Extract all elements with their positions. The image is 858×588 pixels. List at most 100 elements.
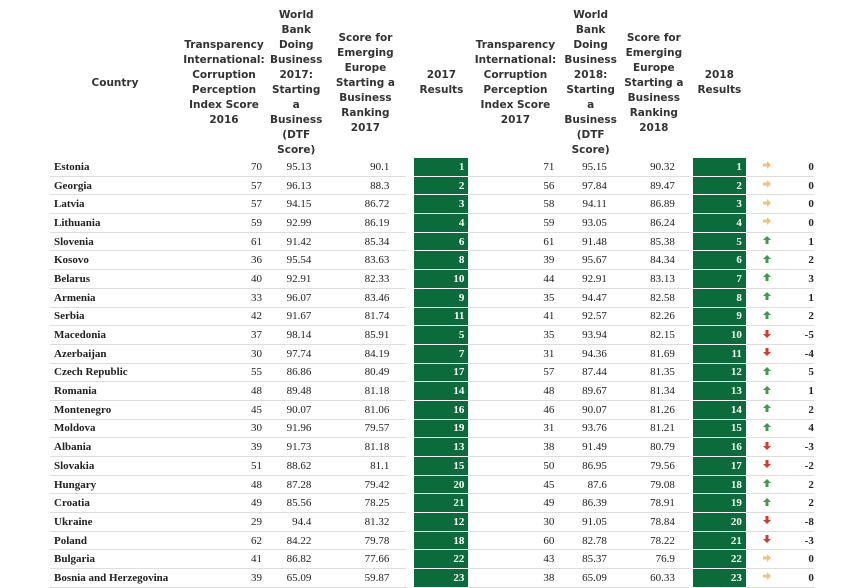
- arrow-icon: [763, 441, 772, 450]
- change-value: 2: [788, 250, 814, 271]
- value-cell: 81.26: [618, 400, 689, 420]
- value-cell: 81.69: [618, 344, 689, 364]
- value-cell: 89.67: [562, 381, 619, 401]
- value-cell: 81.74: [324, 307, 407, 327]
- value-cell: 91.48: [562, 232, 619, 252]
- value-cell: 85.37: [562, 549, 619, 570]
- country-name: Hungary: [50, 475, 180, 495]
- value-cell: 91.49: [562, 437, 619, 457]
- value-cell: 43: [468, 549, 563, 570]
- column-header: Transparency International: Corruption P…: [183, 39, 265, 126]
- change-value: -8: [788, 512, 814, 532]
- arrow-icon: [763, 236, 772, 245]
- spacer: [406, 288, 414, 307]
- value-cell: 86.86: [268, 363, 325, 383]
- value-cell: 80.79: [618, 437, 689, 457]
- country-name: Serbia: [50, 307, 180, 327]
- column-header: Transparency International: Corruption P…: [474, 39, 557, 126]
- rank-result: 17: [692, 456, 746, 476]
- spacer: [406, 251, 414, 270]
- change-arrow: [745, 437, 789, 457]
- country-name: Montenegro: [50, 400, 180, 420]
- country-name: Armenia: [50, 288, 180, 308]
- table-row: Moldova 30 91.96 79.57 19 31 93.76 81.21 15 4: [50, 419, 814, 439]
- column-header: 2017 Results: [419, 69, 464, 96]
- rank-result: 15: [692, 419, 746, 439]
- table-row: Belarus 40 92.91 82.33 10 44 92.91 83.13 7 3: [50, 269, 814, 289]
- spacer: [406, 475, 414, 494]
- change-value: 0: [788, 213, 814, 233]
- spacer: [406, 382, 414, 401]
- arrow-icon: [763, 497, 772, 506]
- rank-result: 13: [414, 437, 469, 457]
- arrow-shape: [763, 217, 772, 226]
- value-cell: 83.46: [324, 288, 407, 308]
- table-row: Macedonia 37 98.14 85.91 5 35 93.94 82.15 10 -5: [50, 325, 814, 345]
- value-cell: 89.48: [268, 381, 325, 401]
- table-row: Poland 62 84.22 79.78 18 60 82.78 78.22 21 -3: [50, 531, 814, 551]
- value-cell: 81.1: [324, 456, 407, 476]
- value-cell: 88.62: [268, 456, 325, 476]
- arrow-icon: [763, 385, 772, 394]
- table-row: Romania 48 89.48 81.18 14 48 89.67 81.34 13 1: [50, 381, 814, 401]
- arrow-icon: [763, 254, 772, 263]
- value-cell: 79.57: [324, 419, 407, 439]
- change-arrow: [745, 549, 789, 570]
- value-cell: 86.19: [324, 213, 407, 233]
- change-value: 2: [788, 493, 814, 514]
- value-cell: 90.1: [324, 158, 407, 177]
- value-cell: 93.76: [562, 419, 619, 439]
- country-name: Ukraine: [50, 512, 180, 532]
- value-cell: 57: [180, 176, 268, 196]
- rank-result: 19: [414, 419, 469, 439]
- value-cell: 85.91: [324, 325, 407, 345]
- change-value: 2: [788, 307, 814, 327]
- value-cell: 77.66: [324, 549, 407, 570]
- value-cell: 79.42: [324, 475, 407, 495]
- rank-result: 14: [414, 381, 469, 401]
- spacer: [406, 214, 414, 233]
- change-arrow: [745, 232, 789, 252]
- value-cell: 33: [180, 288, 268, 308]
- value-cell: 91.67: [268, 307, 325, 327]
- rank-result: 21: [414, 493, 469, 514]
- value-cell: 86.24: [618, 213, 689, 233]
- table-row: Czech Republic 55 86.86 80.49 17 57 87.44 81.35…: [50, 363, 814, 383]
- change-value: -4: [788, 344, 814, 364]
- column-header: World Bank Doing Business 2018: Starting…: [564, 9, 617, 156]
- results-table: Country Transparency International: Corru…: [50, 8, 814, 588]
- value-cell: 79.56: [618, 456, 689, 476]
- table-row: Lithuania 59 92.99 86.19 4 59 93.05 86.24 4 0: [50, 213, 814, 233]
- country-name: Kosovo: [50, 250, 180, 271]
- rank-result: 8: [692, 288, 746, 308]
- value-cell: 70: [180, 158, 268, 177]
- column-header: Country: [91, 76, 139, 89]
- value-cell: 82.58: [618, 288, 689, 308]
- value-cell: 82.15: [618, 325, 689, 345]
- change-arrow: [745, 512, 789, 532]
- rank-result: 1: [414, 158, 469, 177]
- value-cell: 94.15: [268, 194, 325, 215]
- table-row: Slovenia 61 91.42 85.34 6 61 91.48 85.38 5 1: [50, 232, 814, 252]
- value-cell: 79.78: [324, 531, 407, 551]
- header-spacer: [406, 8, 414, 158]
- spacer: [406, 550, 414, 569]
- value-cell: 80.49: [324, 363, 407, 383]
- change-value: -3: [788, 437, 814, 457]
- country-name: Latvia: [50, 194, 180, 215]
- value-cell: 94.36: [562, 344, 619, 364]
- value-cell: 93.05: [562, 213, 619, 233]
- arrow-icon: [763, 180, 772, 189]
- change-arrow: [745, 456, 789, 476]
- value-cell: 84.34: [618, 250, 689, 271]
- value-cell: 46: [468, 400, 563, 420]
- value-cell: 95.54: [268, 250, 325, 271]
- arrow-icon: [763, 198, 772, 207]
- change-arrow: [745, 213, 789, 233]
- table-row: Montenegro 45 90.07 81.06 16 46 90.07 81.26 14 2: [50, 400, 814, 420]
- arrow-shape: [763, 198, 772, 207]
- value-cell: 92.91: [268, 269, 325, 289]
- change-arrow: [745, 269, 789, 289]
- value-cell: 45: [180, 400, 268, 420]
- value-cell: 56: [468, 176, 563, 196]
